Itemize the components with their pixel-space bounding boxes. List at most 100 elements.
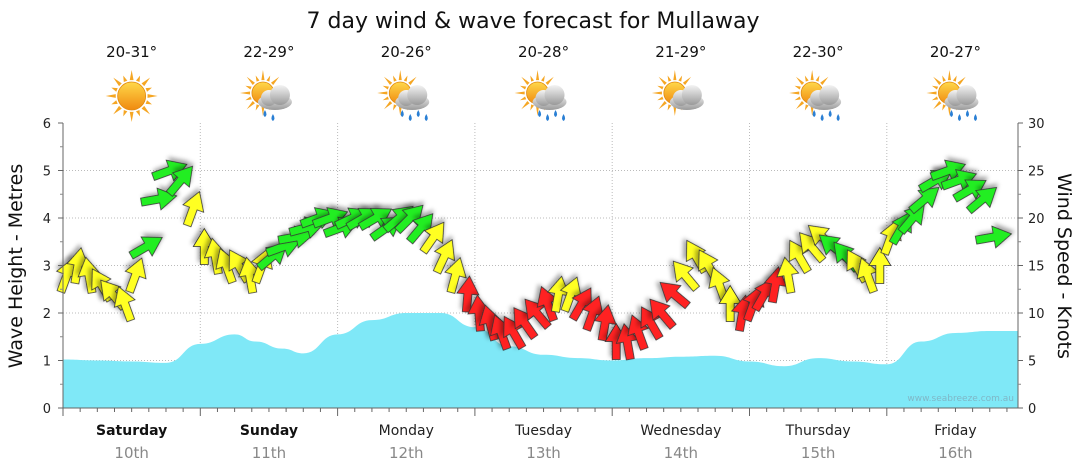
wind-arrow bbox=[929, 159, 967, 182]
wind-arrow bbox=[974, 225, 1013, 249]
day-name-monday: Monday bbox=[379, 423, 434, 439]
sun-ray bbox=[129, 70, 134, 81]
wind-arrow-shape bbox=[708, 266, 731, 304]
wind-arrow bbox=[627, 314, 650, 351]
cloud-part bbox=[681, 85, 702, 105]
day-date: 14th bbox=[664, 444, 698, 462]
temperature-range: 22-30° bbox=[793, 43, 844, 61]
sun-ray bbox=[545, 76, 554, 85]
sun-ray bbox=[403, 75, 408, 82]
sun-ray bbox=[135, 75, 141, 83]
sun-disc bbox=[117, 81, 147, 111]
temperature-range: 20-28° bbox=[518, 43, 569, 61]
sun-ray bbox=[657, 96, 664, 101]
wind-arrow bbox=[536, 285, 559, 323]
weather-icons-row bbox=[105, 70, 979, 122]
day-name-thursday: Thursday bbox=[785, 423, 851, 439]
wind-arrow bbox=[581, 295, 604, 332]
credit-watermark: www.seabreeze.com.au bbox=[907, 394, 1014, 404]
wind-arrow bbox=[856, 257, 879, 294]
sun-ray bbox=[111, 87, 118, 92]
rain-drop bbox=[538, 110, 542, 117]
temperature-range: 21-29° bbox=[655, 43, 706, 61]
sun-ray bbox=[383, 101, 393, 110]
sun-ray bbox=[105, 94, 116, 98]
wind-arrow-shape bbox=[419, 221, 445, 255]
sun-ray bbox=[678, 75, 683, 82]
sun-ray bbox=[521, 101, 530, 110]
wind-arrow bbox=[952, 179, 987, 203]
axes: 0 1 2 3 4 5 6 0 5 10 15 20 25 30 bbox=[43, 117, 1045, 417]
sun-ray bbox=[810, 70, 814, 81]
partly-cloudy-icon bbox=[651, 70, 704, 116]
left-tick-label: 2 bbox=[43, 307, 51, 322]
wind-arrow-shape bbox=[432, 238, 456, 275]
rain-drop bbox=[562, 114, 566, 121]
day-date: 15th bbox=[801, 444, 835, 462]
wave-height-series bbox=[63, 313, 1018, 408]
sun-ray bbox=[820, 76, 829, 85]
right-axis-label: Wind Speed - Knots bbox=[1053, 173, 1075, 359]
sun-ray bbox=[942, 75, 946, 82]
sun-ray bbox=[255, 104, 260, 111]
wind-arrow-shape bbox=[444, 256, 467, 294]
cloud-part bbox=[956, 85, 977, 105]
sun-ray bbox=[673, 70, 677, 81]
wind-arrow-shape bbox=[536, 285, 559, 323]
sun-ray bbox=[113, 105, 122, 115]
sun-ray bbox=[392, 104, 397, 111]
left-tick-label: 5 bbox=[43, 165, 51, 180]
day-date: 10th bbox=[114, 444, 148, 462]
sun-ray bbox=[651, 91, 662, 95]
sun-ray bbox=[135, 109, 141, 117]
sun-ray bbox=[794, 85, 801, 90]
cloud-part bbox=[269, 85, 290, 105]
sun-ray bbox=[382, 96, 389, 101]
left-tick-label: 0 bbox=[43, 402, 51, 417]
sun-ray bbox=[667, 75, 672, 82]
temperature-range: 20-31° bbox=[106, 43, 157, 61]
rain-drop bbox=[416, 110, 420, 117]
day-name-wednesday: Wednesday bbox=[640, 423, 721, 439]
right-tick-label: 5 bbox=[1028, 355, 1036, 370]
sun-ray bbox=[947, 105, 952, 116]
rain-icon bbox=[926, 70, 979, 121]
left-tick-label: 6 bbox=[43, 117, 51, 132]
rain-icon bbox=[789, 70, 842, 121]
sun-ray bbox=[261, 70, 265, 81]
rain-icon bbox=[377, 70, 430, 121]
wind-arrow bbox=[649, 298, 677, 330]
sun-ray bbox=[123, 75, 128, 83]
sun-ray bbox=[246, 76, 255, 85]
rain-drop bbox=[263, 110, 267, 117]
temperature-range: 20-26° bbox=[381, 43, 432, 61]
sun-ray bbox=[255, 75, 260, 82]
wind-arrow bbox=[113, 285, 136, 323]
sun-ray bbox=[266, 75, 271, 82]
sun-ray bbox=[947, 70, 952, 81]
sun-ray bbox=[530, 75, 535, 82]
temperature-range: 20-27° bbox=[930, 43, 981, 61]
wind-arrow-shape bbox=[940, 169, 978, 192]
wind-arrow-shape bbox=[718, 284, 742, 322]
left-tick-label: 4 bbox=[43, 212, 51, 227]
right-tick-label: 20 bbox=[1028, 212, 1045, 227]
sun-ray bbox=[673, 105, 677, 116]
rain-drop bbox=[836, 114, 840, 121]
wind-arrow bbox=[672, 260, 701, 292]
wind-arrow bbox=[128, 236, 163, 260]
sun-ray bbox=[667, 104, 672, 111]
rain-drop bbox=[957, 114, 961, 121]
right-tick-label: 25 bbox=[1028, 165, 1045, 180]
rain-drop bbox=[812, 110, 816, 117]
cloud-part bbox=[544, 85, 565, 105]
wind-arrow-shape bbox=[672, 260, 701, 292]
rain-drop bbox=[828, 110, 832, 117]
sun-ray bbox=[682, 76, 692, 85]
wind-arrow bbox=[165, 165, 194, 197]
wind-arrow-shape bbox=[856, 257, 879, 294]
wind-arrow-shape bbox=[615, 323, 639, 361]
wind-arrow-shape bbox=[659, 281, 691, 310]
sun-ray bbox=[931, 96, 939, 101]
